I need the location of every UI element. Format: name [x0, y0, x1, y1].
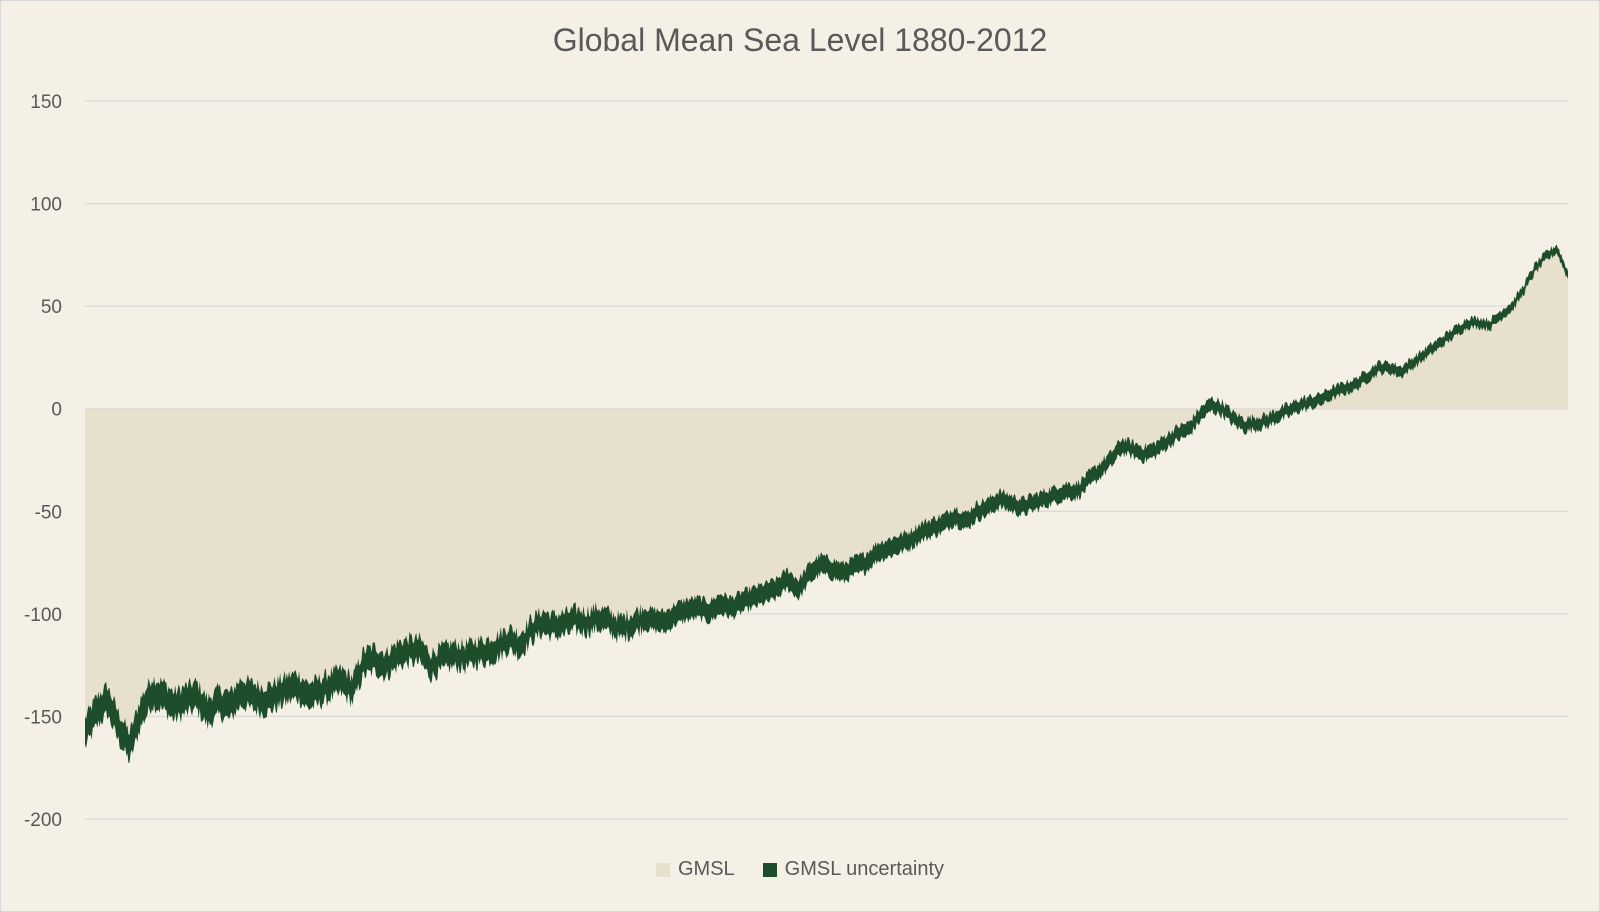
legend-item-gmsl[interactable]: GMSL — [655, 858, 735, 881]
legend-label-uncertainty: GMSL uncertainty — [784, 858, 944, 880]
legend-item-gmsl-uncertainty[interactable]: GMSL uncertainty — [762, 858, 944, 881]
y-tick-label: -150 — [24, 707, 62, 728]
y-tick-label: -50 — [35, 502, 62, 523]
legend-swatch-gmsl — [655, 862, 670, 877]
legend-swatch-uncertainty — [762, 862, 777, 877]
y-tick-labels: 150 100 50 0 -50 -100 -150 -200 — [24, 92, 62, 831]
chart-title: Global Mean Sea Level 1880-2012 — [552, 22, 1048, 58]
y-tick-label: 150 — [30, 92, 62, 113]
gmsl-uncertainty-band — [85, 244, 1568, 764]
uncertainty-band-layer — [85, 244, 1568, 764]
legend: GMSL GMSL uncertainty — [0, 858, 1600, 881]
y-tick-label: 0 — [51, 400, 62, 421]
y-tick-label: -100 — [24, 605, 62, 626]
y-tick-label: -200 — [24, 810, 62, 831]
legend-label-gmsl: GMSL — [677, 858, 735, 880]
y-tick-label: 50 — [41, 297, 62, 318]
y-tick-label: 100 — [30, 195, 62, 216]
gmsl-area — [85, 249, 1568, 750]
gmsl-area-layer — [85, 249, 1568, 750]
